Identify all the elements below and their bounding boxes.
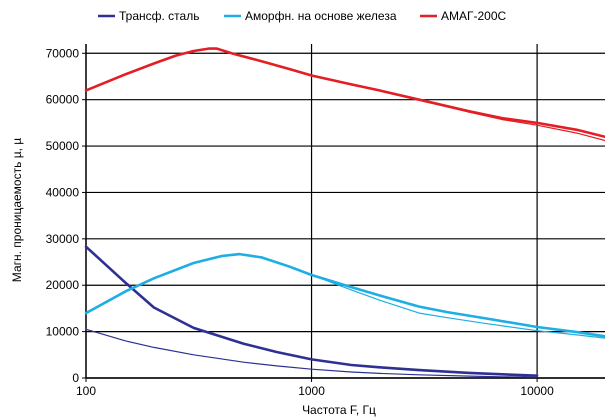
legend-label: Трансф. сталь (119, 9, 199, 23)
grid (85, 44, 605, 379)
series-line (84, 252, 605, 338)
y-tick-label: 70000 (46, 46, 80, 60)
series-line (85, 253, 605, 339)
series-line (84, 245, 539, 377)
y-tick-label: 0 (72, 371, 79, 385)
y-tick-label: 40000 (46, 185, 80, 199)
x-tick-label: 100 (76, 384, 96, 398)
legend-label: Аморфн. на основе железа (245, 9, 397, 23)
series-line (85, 328, 538, 378)
y-tick-label: 30000 (46, 232, 80, 246)
axis-ticks: 0 10000 20000 30000 40000 50000 60000 70000 100 1… (46, 46, 554, 398)
plot-lines (84, 47, 605, 378)
legend: Трансф. сталь Аморфн. на основе железа АМА… (98, 9, 507, 23)
x-tick-label: 1000 (298, 384, 325, 398)
legend-label: АМАГ-200С (441, 9, 507, 23)
y-tick-label: 50000 (46, 139, 80, 153)
y-axis-title: Магн. проницаемость µ, µ (10, 138, 24, 282)
y-tick-label: 60000 (46, 93, 80, 107)
series-line (85, 48, 605, 142)
x-tick-label: 10000 (520, 384, 554, 398)
x-axis-title: Частота F, Гц (302, 403, 376, 417)
y-tick-label: 20000 (46, 278, 80, 292)
y-tick-label: 10000 (46, 325, 80, 339)
